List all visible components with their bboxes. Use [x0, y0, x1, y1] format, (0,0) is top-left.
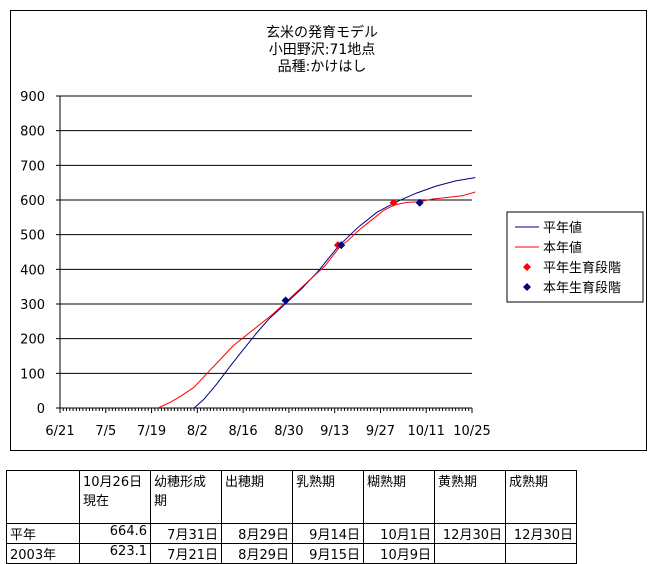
- chart-frame: [10, 10, 647, 451]
- table-cell: 664.6: [79, 523, 151, 544]
- y-tick-label: 800: [20, 125, 45, 140]
- chart-title-line: 玄米の発育モデル: [266, 24, 378, 41]
- x-tick-label: 8/30: [274, 424, 303, 439]
- stage-marker-2: [337, 241, 346, 250]
- chart-title-line: 小田野沢:71地点: [269, 42, 376, 58]
- table-row: 2003年 623.1 7月21日 8月29日 9月15日 10月9日: [6, 543, 577, 564]
- table-header-cell: 黄熟期: [434, 470, 506, 524]
- table-row: 平年 664.6 7月31日 8月29日 9月14日 10月1日 12月30日 …: [6, 523, 577, 544]
- y-tick-label: 0: [37, 402, 45, 417]
- table-header-text: 幼穂形成 期: [154, 475, 207, 509]
- legend-label: 本年値: [543, 240, 582, 256]
- table-header-text: 10月26日 現在: [83, 475, 143, 509]
- x-tick-label: 10/25: [453, 424, 490, 439]
- table-cell: 8月29日: [221, 543, 293, 564]
- x-tick-label: 6/21: [45, 424, 74, 439]
- table-cell: 7月31日: [150, 523, 222, 544]
- y-tick-label: 200: [20, 333, 45, 348]
- table-cell: 10月1日: [363, 523, 435, 544]
- x-tick-label: 7/19: [137, 424, 166, 439]
- y-tick-label: 400: [20, 263, 45, 278]
- table-header-cell: 乳熟期: [292, 470, 364, 524]
- y-tick-label: 700: [20, 159, 45, 174]
- x-tick-label: 9/27: [366, 424, 395, 439]
- table-header-cell: 出穂期: [221, 470, 293, 524]
- legend-label: 平年値: [543, 220, 582, 236]
- table-cell: 10月9日: [363, 543, 435, 564]
- x-tick-label: 7/5: [95, 424, 116, 439]
- y-tick-label: 100: [20, 367, 45, 382]
- stage-marker-2: [415, 198, 424, 207]
- y-tick-label: 500: [20, 229, 45, 244]
- legend-swatch-marker: [523, 263, 531, 271]
- table-cell: 8月29日: [221, 523, 293, 544]
- table-cell: 9月15日: [292, 543, 364, 564]
- legend-label: 本年生育段階: [543, 280, 621, 296]
- series-line-1: [193, 177, 476, 409]
- table-cell: [505, 543, 577, 564]
- stage-marker-1: [389, 198, 398, 207]
- table-header-cell: 10月26日 現在: [79, 470, 151, 524]
- table-cell: [434, 543, 506, 564]
- x-tick-label: 9/13: [320, 424, 349, 439]
- table-cell: 2003年: [6, 543, 80, 564]
- legend-label: 平年生育段階: [543, 260, 621, 276]
- table-cell: 12月30日: [434, 523, 506, 544]
- y-tick-label: 300: [20, 298, 45, 313]
- table-cell: 9月14日: [292, 523, 364, 544]
- y-tick-label: 600: [20, 194, 45, 209]
- table-header-cell: 糊熟期: [363, 470, 435, 524]
- table-cell: 12月30日: [505, 523, 577, 544]
- growth-stage-table: 10月26日 現在 幼穂形成 期 出穂期 乳熟期 糊熟期 黄熟期 成熟期 平年 …: [6, 470, 577, 564]
- y-tick-label: 900: [20, 90, 45, 105]
- table-cell: 平年: [6, 523, 80, 544]
- x-tick-label: 10/11: [407, 424, 444, 439]
- table-header-cell: 幼穂形成 期: [150, 470, 222, 524]
- table-header-row: 10月26日 現在 幼穂形成 期 出穂期 乳熟期 糊熟期 黄熟期 成熟期: [6, 470, 577, 524]
- series-line-2: [157, 191, 476, 409]
- table-header-cell: [6, 470, 80, 524]
- chart-title-line: 品種:かけはし: [278, 59, 367, 75]
- x-tick-label: 8/2: [187, 424, 208, 439]
- table-cell: 623.1: [79, 543, 151, 564]
- table-header-cell: 成熟期: [505, 470, 577, 524]
- x-tick-label: 8/16: [229, 424, 258, 439]
- legend-swatch-marker: [523, 283, 531, 291]
- stage-marker-2: [281, 296, 290, 305]
- table-cell: 7月21日: [150, 543, 222, 564]
